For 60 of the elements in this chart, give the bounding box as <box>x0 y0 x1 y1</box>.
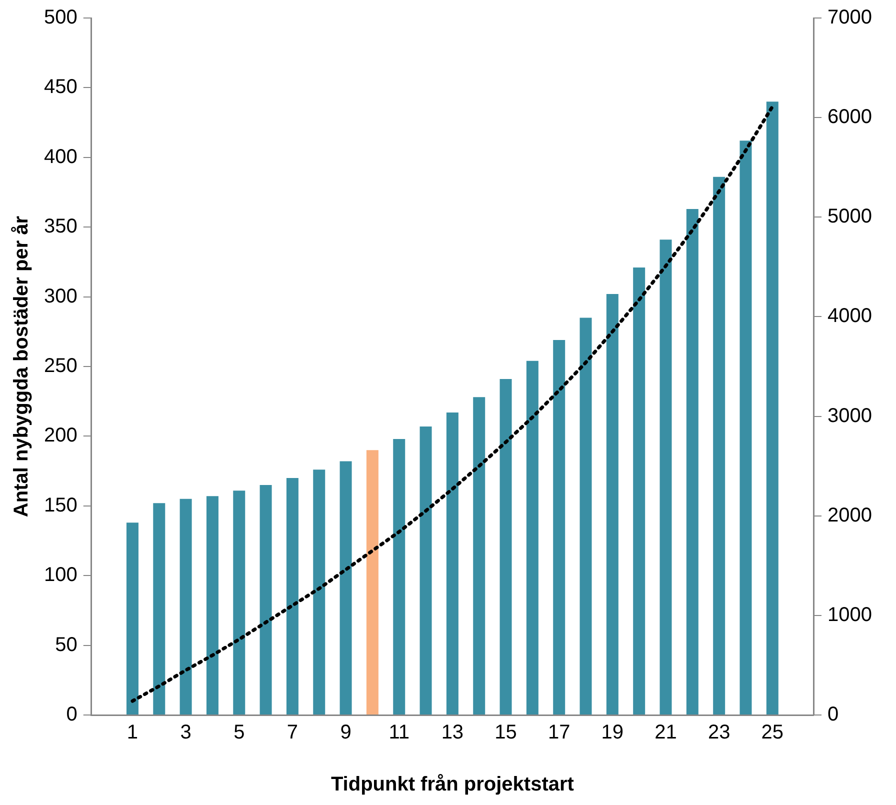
y-tick-label: 500 <box>44 6 78 29</box>
bar <box>446 412 458 714</box>
x-tick-label: 21 <box>654 722 677 744</box>
y-tick-label: 400 <box>44 146 78 168</box>
bar <box>126 522 138 714</box>
x-tick-label: 13 <box>441 722 464 744</box>
y2-tick-label: 5000 <box>828 206 872 228</box>
bar <box>420 426 432 714</box>
y-tick-label: 0 <box>66 704 78 726</box>
bar <box>260 484 272 714</box>
y2-tick-label: 2000 <box>828 504 872 526</box>
y2-tick-label: 6000 <box>828 106 872 128</box>
y-axis-title: Antal nybyggda bostäder per år <box>10 216 33 518</box>
bar <box>340 461 352 714</box>
line-series <box>130 104 774 703</box>
x-tick-label: 9 <box>340 722 352 744</box>
x-tick-label: 7 <box>286 722 298 744</box>
y-tick-label: 50 <box>55 634 78 656</box>
bar <box>473 397 486 714</box>
bar <box>740 140 752 714</box>
bar <box>766 102 778 714</box>
x-tick-label: 25 <box>761 722 784 744</box>
bar <box>633 268 646 714</box>
bar <box>233 490 246 714</box>
bar <box>153 503 166 714</box>
x-tick-label: 23 <box>708 722 730 744</box>
bar <box>313 470 326 714</box>
y-tick-label: 100 <box>44 564 78 586</box>
bar <box>606 294 618 714</box>
bar <box>500 379 512 714</box>
bar <box>660 240 672 714</box>
bar <box>206 496 218 714</box>
x-tick-label: 11 <box>388 722 410 744</box>
x-tick-label: 1 <box>126 722 138 744</box>
y-tick-label: 200 <box>44 424 78 447</box>
bar <box>526 360 538 714</box>
y-tick-label: 300 <box>44 285 78 308</box>
bar <box>580 318 592 714</box>
bar <box>180 498 192 714</box>
x-tick-label: 17 <box>548 722 570 744</box>
x-axis-title: Tidpunkt från projektstart <box>330 774 574 796</box>
x-tick-label: 15 <box>494 722 517 744</box>
bar <box>686 208 698 714</box>
y-tick-label: 450 <box>44 76 78 98</box>
x-tick-label: 5 <box>234 722 245 744</box>
y2-tick-label: 4000 <box>828 305 872 328</box>
x-tick-label: 19 <box>601 722 624 744</box>
bar <box>286 478 298 714</box>
y2-tick-label: 3000 <box>828 404 872 427</box>
x-tick-label: 3 <box>180 722 192 744</box>
y2-tick-label: 7000 <box>828 6 872 29</box>
y2-tick-label: 1000 <box>828 604 872 626</box>
y-tick-label: 150 <box>44 494 78 516</box>
bar <box>553 340 566 714</box>
bar <box>393 438 406 714</box>
y2-tick-label: 0 <box>828 704 839 726</box>
y-tick-label: 250 <box>44 355 78 378</box>
y-tick-label: 350 <box>44 216 78 238</box>
bar <box>713 176 726 714</box>
bar <box>366 450 378 714</box>
